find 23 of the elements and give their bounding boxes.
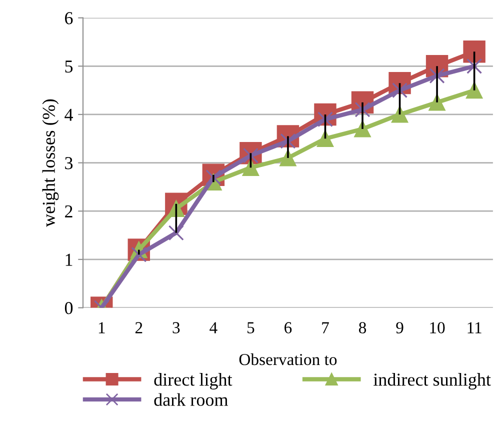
x-tick-label: 7: [322, 322, 329, 334]
x-tick-label: 8: [358, 322, 366, 334]
x-tick-label: 1: [98, 322, 105, 334]
x-tick-label: 2: [135, 322, 142, 334]
y-tick-label: 4: [64, 108, 73, 121]
x-tick-label: 9: [396, 322, 404, 334]
legend-label: direct light: [154, 373, 232, 390]
x-tick-label: 6: [284, 322, 292, 334]
y-tick-label: 6: [65, 12, 73, 24]
legend-label: indirect sunlight: [374, 373, 491, 390]
y-tick-label: 2: [65, 205, 72, 218]
y-tick-label: 0: [64, 302, 73, 314]
y-tick-label: 3: [65, 157, 73, 170]
legend-label: dark room: [154, 393, 228, 406]
x-tick-label: 5: [248, 322, 254, 334]
x-tick-label: 3: [172, 322, 180, 334]
x-tick-label: 11: [468, 322, 482, 334]
x-tick-label: 10: [430, 322, 445, 334]
y-tick-label: 5: [65, 60, 73, 73]
x-tick-label: 4: [210, 322, 218, 334]
x-axis-title: Observation to: [239, 353, 337, 366]
y-axis-title: weight losses (%): [42, 99, 59, 227]
y-tick-label: 1: [66, 254, 72, 266]
